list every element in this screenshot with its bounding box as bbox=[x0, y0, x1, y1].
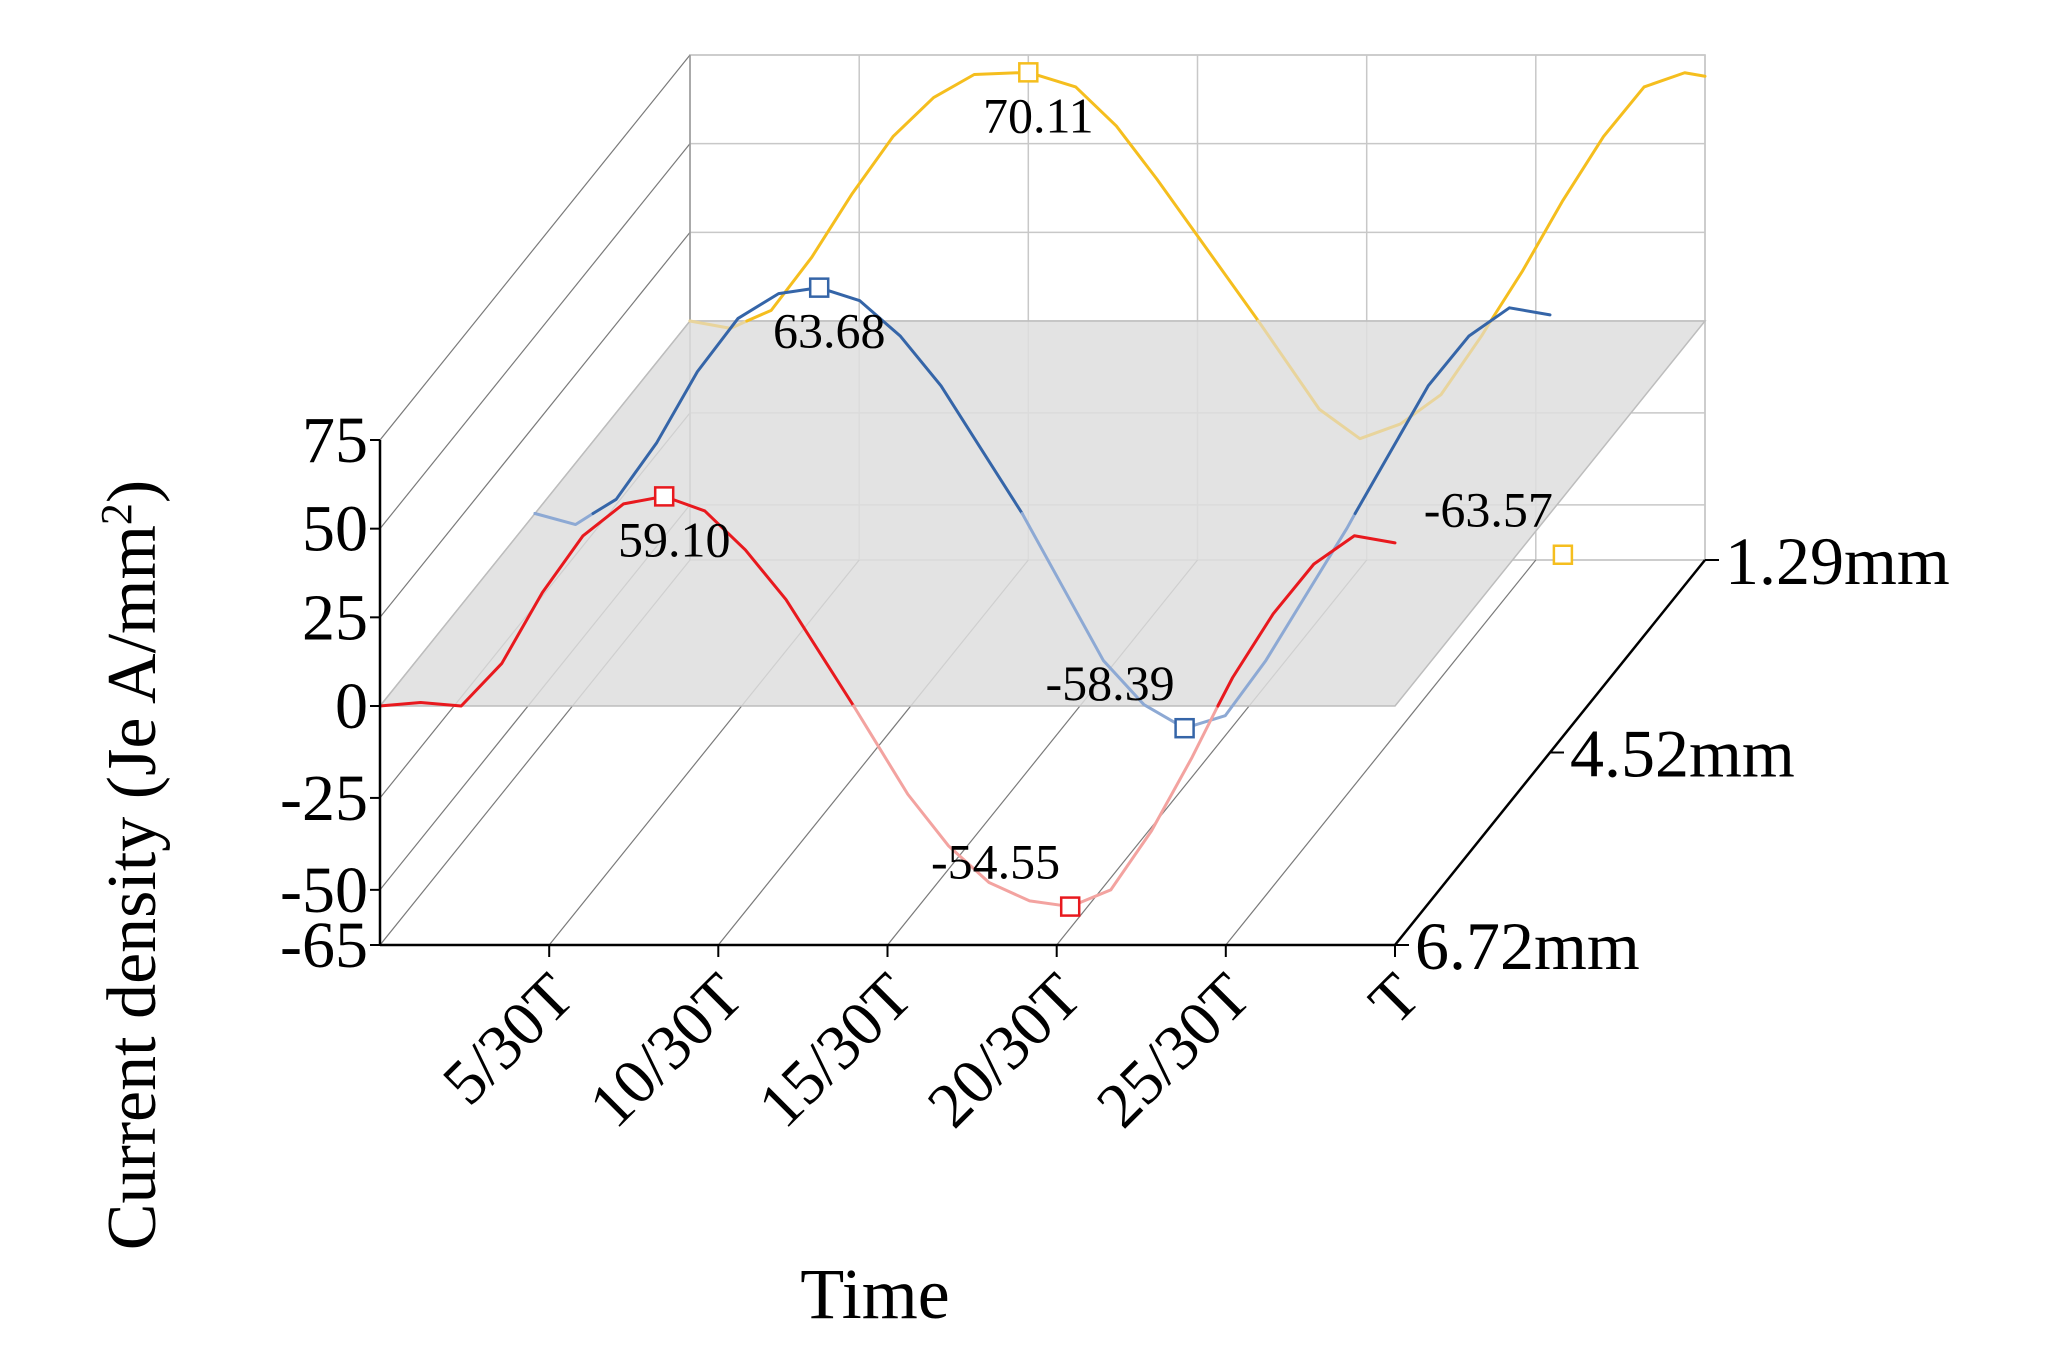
y-tick-label: 25 bbox=[302, 581, 368, 654]
series-line-4.52mm-positive bbox=[591, 286, 1024, 515]
x-axis-title: Time bbox=[800, 1254, 949, 1334]
series-line-4.52mm-negative bbox=[1020, 512, 1357, 730]
series-line-6.72mm-positive bbox=[378, 494, 856, 708]
x-tick-label: 25/30T bbox=[1083, 960, 1264, 1141]
peak-marker bbox=[653, 486, 675, 507]
y-axis-title: Current density (Je A/mm2) bbox=[92, 480, 172, 1251]
peak-marker bbox=[1018, 62, 1039, 83]
y-tick-label: 0 bbox=[335, 670, 368, 743]
depth-label: 4.52mm bbox=[1570, 716, 1795, 792]
series-line-4.52mm-positive bbox=[1353, 306, 1552, 515]
series-line-6.72mm-negative bbox=[852, 704, 1220, 909]
grid-line-side bbox=[379, 231, 691, 618]
peak-marker bbox=[1552, 544, 1574, 565]
x-tick-label: 15/30T bbox=[744, 960, 925, 1141]
data-label: 63.68 bbox=[773, 303, 886, 359]
y-tick-label: -25 bbox=[280, 762, 368, 835]
peak-marker bbox=[808, 277, 830, 298]
depth-label: 6.72mm bbox=[1415, 908, 1640, 984]
grid-line-side bbox=[379, 54, 691, 441]
data-label: 70.11 bbox=[983, 87, 1094, 143]
series-line-1.29mm-positive bbox=[745, 70, 1260, 323]
peak-markers bbox=[653, 62, 1574, 917]
data-label: -54.55 bbox=[931, 834, 1060, 890]
depth-label: 1.29mm bbox=[1725, 523, 1950, 599]
grid-line-floor bbox=[1225, 559, 1537, 946]
data-label: -63.57 bbox=[1424, 482, 1553, 538]
y-tick-label: -50 bbox=[280, 854, 368, 927]
y-tick-label: -65 bbox=[280, 909, 368, 982]
series-line-4.52mm-negative bbox=[533, 512, 595, 527]
series-lines bbox=[378, 70, 1707, 909]
series-line-6.72mm-positive bbox=[1216, 534, 1397, 708]
data-label: 59.10 bbox=[618, 511, 731, 567]
data-label: -58.39 bbox=[1045, 655, 1174, 711]
axes bbox=[370, 439, 1719, 957]
peak-marker bbox=[1059, 896, 1081, 917]
peak-marker bbox=[1174, 717, 1195, 739]
y-tick-label: 50 bbox=[302, 493, 368, 566]
y-tick-label: 75 bbox=[302, 404, 368, 477]
x-tick-label: 10/30T bbox=[575, 960, 756, 1141]
zero-plane-surface bbox=[378, 320, 1707, 707]
series-line-1.29mm-negative bbox=[1256, 319, 1493, 441]
x-tick-label: 20/30T bbox=[914, 960, 1095, 1141]
x-tick-label: 5/30T bbox=[429, 960, 587, 1118]
zero-plane bbox=[378, 320, 1707, 707]
series-line-1.29mm-positive bbox=[1489, 71, 1707, 323]
grid-line-side bbox=[379, 143, 691, 530]
